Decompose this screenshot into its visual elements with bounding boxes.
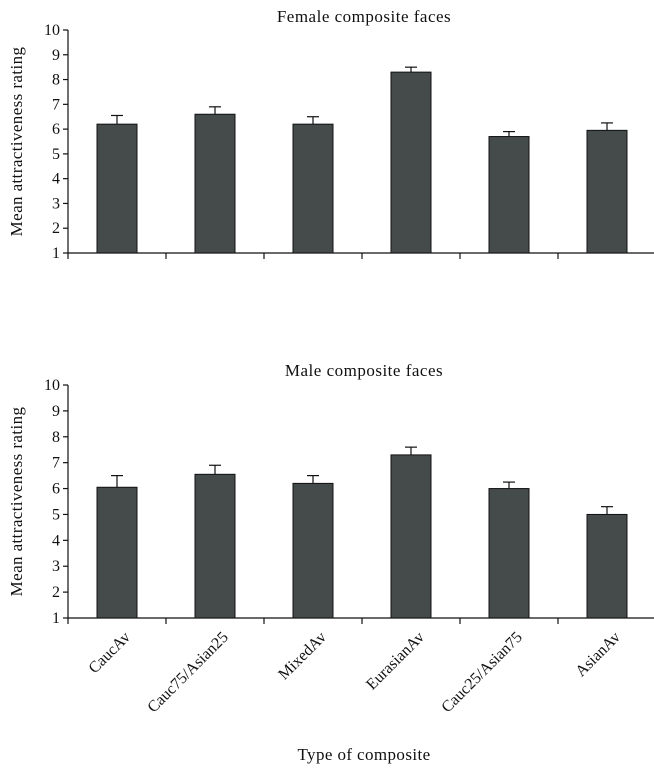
bar bbox=[586, 129, 628, 254]
y-tick-label: 3 bbox=[52, 558, 60, 575]
x-tick-label: CaucAv bbox=[86, 629, 134, 677]
y-tick-label: 2 bbox=[52, 584, 60, 601]
bar bbox=[488, 488, 530, 619]
y-tick-label: 8 bbox=[52, 72, 60, 89]
y-tick-label: 10 bbox=[44, 22, 60, 39]
chart-panel-2: Male composite faces Mean attractiveness … bbox=[7, 361, 654, 764]
y-tick-label: 3 bbox=[52, 195, 60, 212]
x-tick-label: AsianAv bbox=[572, 629, 623, 680]
bar bbox=[292, 123, 334, 254]
x-axis-label: Type of composite bbox=[297, 745, 430, 764]
bar bbox=[488, 136, 530, 254]
bar bbox=[390, 454, 432, 619]
y-tick-label: 6 bbox=[52, 481, 60, 498]
bar bbox=[390, 71, 432, 254]
bar bbox=[194, 473, 236, 619]
y-tick-label: 5 bbox=[52, 506, 60, 523]
x-tick-label: Cauc25/Asian75 bbox=[438, 629, 525, 716]
chart-title: Female composite faces bbox=[277, 7, 451, 26]
y-tick-label: 9 bbox=[52, 47, 60, 64]
y-axis-label: Mean attractiveness rating bbox=[7, 47, 26, 237]
bar bbox=[96, 123, 138, 254]
bar bbox=[194, 113, 236, 254]
y-tick-label: 9 bbox=[52, 403, 60, 420]
y-tick-label: 4 bbox=[52, 171, 60, 188]
x-tick-label: Cauc75/Asian25 bbox=[144, 629, 231, 716]
bar bbox=[292, 482, 334, 619]
x-tick-label: MixedAv bbox=[275, 629, 330, 684]
y-tick-label: 7 bbox=[52, 455, 60, 472]
bar bbox=[586, 513, 628, 619]
chart-title: Male composite faces bbox=[285, 361, 443, 380]
y-axis-label: Mean attractiveness rating bbox=[7, 407, 26, 597]
y-tick-label: 6 bbox=[52, 121, 60, 138]
y-tick-label: 2 bbox=[52, 220, 60, 237]
y-tick-label: 4 bbox=[52, 532, 60, 549]
y-tick-label: 1 bbox=[52, 245, 60, 262]
y-tick-label: 10 bbox=[44, 377, 60, 394]
x-tick-label: EurasianAv bbox=[363, 629, 428, 694]
y-tick-label: 8 bbox=[52, 429, 60, 446]
bar bbox=[96, 486, 138, 619]
y-tick-label: 5 bbox=[52, 146, 60, 163]
y-tick-label: 7 bbox=[52, 96, 60, 113]
y-tick-label: 1 bbox=[52, 610, 60, 627]
chart-panel-1: Female composite faces Mean attractivenes… bbox=[7, 7, 654, 262]
